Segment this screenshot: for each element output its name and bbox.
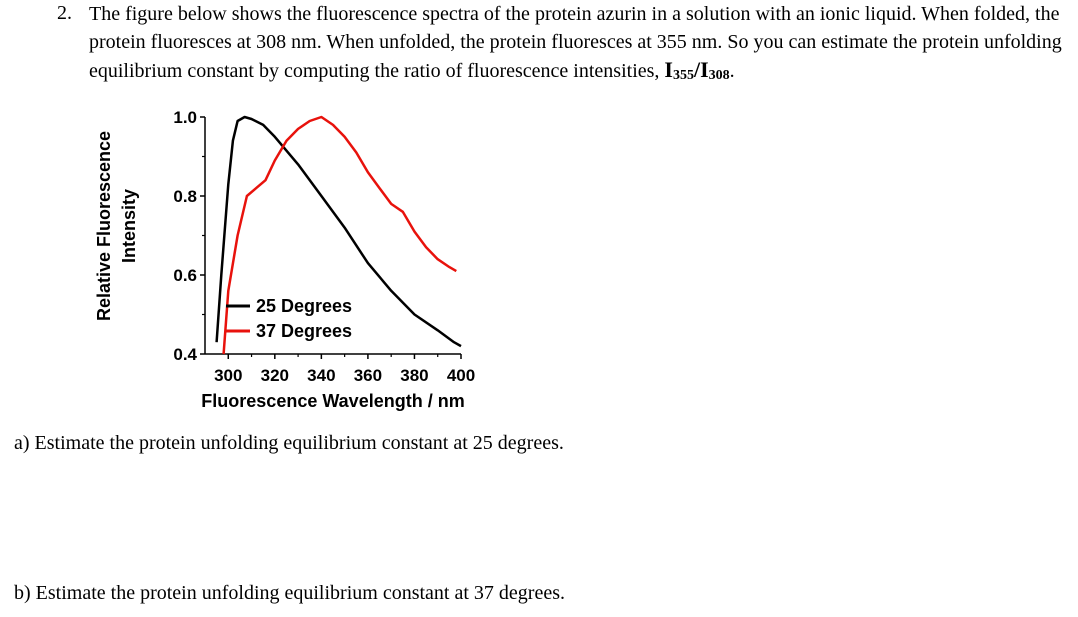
chart-axes — [200, 116, 462, 359]
y-tick-label: 0.6 — [173, 266, 197, 285]
y-tick-label: 0.8 — [173, 187, 197, 206]
x-tick-label: 360 — [354, 366, 382, 385]
legend-label-2: 37 Degrees — [256, 321, 352, 341]
ratio-i-numerator: I — [664, 57, 673, 82]
ratio-i-denominator: /I — [693, 57, 709, 82]
question-number: 2. — [57, 2, 72, 24]
x-tick-label: 340 — [307, 366, 335, 385]
x-axis-label: Fluorescence Wavelength / nm — [201, 391, 464, 411]
legend-label-1: 25 Degrees — [256, 296, 352, 316]
ratio-subscript-308: 308 — [708, 68, 730, 83]
chart-tick-labels: 0.4 0.6 0.8 1.0 300 320 340 360 380 400 — [173, 108, 475, 385]
x-tick-label: 380 — [400, 366, 428, 385]
ratio-period: . — [729, 60, 735, 82]
ratio-subscript-355: 355 — [672, 68, 694, 83]
x-tick-label: 400 — [447, 366, 475, 385]
x-tick-label: 300 — [214, 366, 242, 385]
question-body: The figure below shows the fluorescence … — [89, 3, 1062, 82]
question-part-a: a) Estimate the protein unfolding equili… — [14, 432, 564, 454]
y-axis-label-line2: Intensity — [119, 189, 139, 263]
y-axis-label-line1: Relative Fluorescence — [94, 131, 114, 321]
x-tick-label: 320 — [261, 366, 289, 385]
y-tick-label: 0.4 — [173, 345, 197, 364]
series-line-1 — [215, 115, 462, 348]
question-text: The figure below shows the fluorescence … — [89, 0, 1074, 90]
chart-legend: 25 Degrees 37 Degrees — [226, 296, 352, 341]
chart-series — [215, 115, 462, 355]
series-line-2 — [222, 115, 457, 355]
fluorescence-chart: 0.4 0.6 0.8 1.0 300 320 340 360 380 400 25 Degree… — [94, 108, 475, 411]
y-tick-label: 1.0 — [173, 108, 197, 127]
ratio-formula: I355/I308 — [664, 57, 730, 83]
question-part-b: b) Estimate the protein unfolding equili… — [14, 582, 565, 604]
